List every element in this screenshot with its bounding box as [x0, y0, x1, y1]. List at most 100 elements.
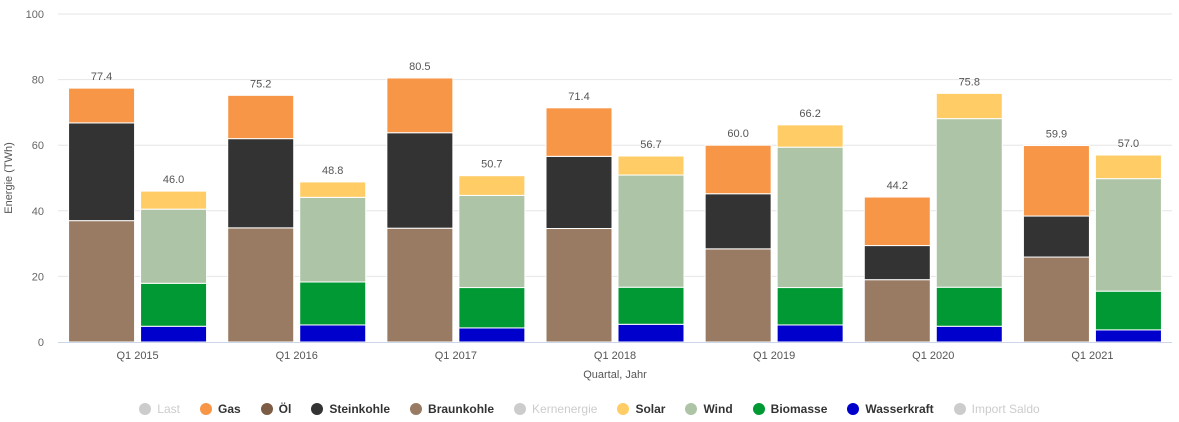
legend-item--l[interactable]: Öl: [260, 402, 292, 416]
y-tick-label: 40: [32, 206, 44, 218]
bar-segment-steinkohle: [227, 138, 295, 229]
total-labels: 77.4 46.0 75.2 48.8 80.5 50.7 71.4 56.7 60.0 66.2…: [91, 61, 1139, 192]
y-axis-label: Energie (TWh): [3, 142, 15, 214]
legend-label: Steinkohle: [329, 402, 391, 416]
legend-item-import-saldo[interactable]: Import Saldo: [953, 402, 1040, 416]
legend-marker-icon: [953, 403, 966, 415]
bar-segment-gas: [704, 144, 772, 195]
bar-segment-steinkohle: [1022, 215, 1090, 258]
bar-segment-braunkohle: [545, 228, 613, 343]
legend-item-wasserkraft[interactable]: Wasserkraft: [847, 402, 934, 416]
x-tick-label: Q1 2017: [435, 350, 477, 362]
bar-segment-steinkohle: [545, 155, 613, 230]
bar-segment-biomasse: [776, 287, 844, 326]
total-label: 46.0: [163, 174, 184, 186]
bar-segment-gas: [227, 94, 295, 140]
legend-item-steinkohle[interactable]: Steinkohle: [311, 402, 390, 416]
x-tick-label: Q1 2020: [912, 350, 954, 362]
total-label: 60.0: [727, 128, 748, 140]
bar-segment-wasserkraft: [140, 325, 208, 343]
bar-segment-solar: [299, 181, 367, 198]
bar-segment-wasserkraft: [935, 325, 1003, 343]
bar-segment-steinkohle: [704, 193, 772, 250]
bar-segment-gas: [545, 107, 613, 157]
total-label: 57.0: [1118, 138, 1139, 150]
y-tick-label: 60: [32, 140, 44, 152]
bar-segment-wasserkraft: [776, 324, 844, 343]
legend-marker-icon: [617, 403, 630, 415]
legend-label: Gas: [217, 402, 241, 416]
legend-item-gas[interactable]: Gas: [199, 402, 241, 416]
total-label: 75.2: [250, 78, 271, 90]
legend-marker-icon: [139, 403, 152, 415]
chart-svg: 0 20 40 60 80 100 77.4 46.0 75.2 48.8 80.5 50.7 71.…: [3, 9, 1172, 381]
bar-segment-steinkohle: [386, 132, 454, 229]
bar-segment-braunkohle: [704, 248, 772, 343]
legend-marker-icon: [685, 403, 698, 415]
bar-segment-gas: [863, 196, 931, 247]
legend-item-last[interactable]: Last: [139, 402, 180, 416]
bar-segment-biomasse: [458, 287, 526, 329]
legend-marker-icon: [514, 403, 527, 415]
legend-label: Biomasse: [770, 402, 828, 416]
legend-marker-icon: [410, 403, 423, 415]
bar-segment-solar: [1094, 154, 1162, 180]
legend-marker-icon: [752, 403, 765, 415]
bar-segment-steinkohle: [863, 245, 931, 281]
bar-segment-steinkohle: [68, 122, 136, 222]
bar-segment-wasserkraft: [617, 323, 685, 343]
total-label: 44.2: [887, 180, 908, 192]
total-label: 56.7: [640, 139, 661, 151]
legend-item-kernenergie[interactable]: Kernenergie: [514, 402, 597, 416]
legend-marker-icon: [311, 403, 324, 415]
bar-segment-braunkohle: [68, 220, 136, 343]
total-label: 48.8: [322, 165, 343, 177]
legend-item-biomasse[interactable]: Biomasse: [752, 402, 828, 416]
total-label: 59.9: [1046, 129, 1067, 141]
x-tick-label: Q1 2018: [594, 350, 636, 362]
x-tick-label: Q1 2015: [116, 350, 158, 362]
bar-segment-gas: [386, 77, 454, 134]
bar-segment-biomasse: [617, 286, 685, 325]
bar-segment-gas: [68, 87, 136, 124]
total-label: 80.5: [409, 61, 430, 73]
bar-segment-wind: [935, 118, 1003, 288]
bar-segment-solar: [935, 92, 1003, 120]
bar-segment-braunkohle: [863, 279, 931, 343]
legend-item-solar[interactable]: Solar: [617, 402, 665, 416]
bars: [68, 77, 1162, 343]
total-label: 66.2: [799, 108, 820, 120]
bar-segment-solar: [617, 155, 685, 176]
y-tick-label: 100: [26, 9, 44, 21]
bar-segment-wind: [776, 146, 844, 289]
bar-segment-biomasse: [935, 286, 1003, 327]
y-tick-label: 20: [32, 271, 44, 283]
legend-marker-icon: [847, 403, 860, 415]
x-tick-label: Q1 2021: [1071, 350, 1113, 362]
legend-label: Last: [157, 402, 180, 416]
x-axis-ticks: Q1 2015 Q1 2016 Q1 2017 Q1 2018 Q1 2019 Q1 20…: [116, 350, 1113, 362]
legend-label: Wind: [703, 402, 733, 416]
bar-segment-braunkohle: [386, 227, 454, 343]
bar-segment-solar: [776, 124, 844, 148]
legend-label: Kernenergie: [532, 402, 598, 416]
grid-lines: [58, 13, 1172, 277]
y-tick-label: 0: [38, 337, 44, 349]
legend-marker-icon: [199, 403, 212, 415]
bar-segment-braunkohle: [1022, 256, 1090, 343]
total-label: 71.4: [568, 91, 589, 103]
bar-segment-braunkohle: [227, 227, 295, 343]
bar-segment-wasserkraft: [458, 327, 526, 343]
bar-segment-gas: [1022, 145, 1090, 217]
bar-segment-wind: [617, 174, 685, 288]
legend-item-braunkohle[interactable]: Braunkohle: [410, 402, 494, 416]
total-label: 50.7: [481, 159, 502, 171]
legend-label: Öl: [278, 402, 292, 416]
legend-item-wind[interactable]: Wind: [685, 402, 733, 416]
x-axis-label: Quartal, Jahr: [583, 369, 647, 381]
bar-segment-wind: [458, 194, 526, 289]
legend-label: Braunkohle: [428, 402, 495, 416]
y-tick-label: 80: [32, 75, 44, 87]
bar-segment-wasserkraft: [299, 324, 367, 343]
legend-label: Import Saldo: [971, 402, 1040, 416]
